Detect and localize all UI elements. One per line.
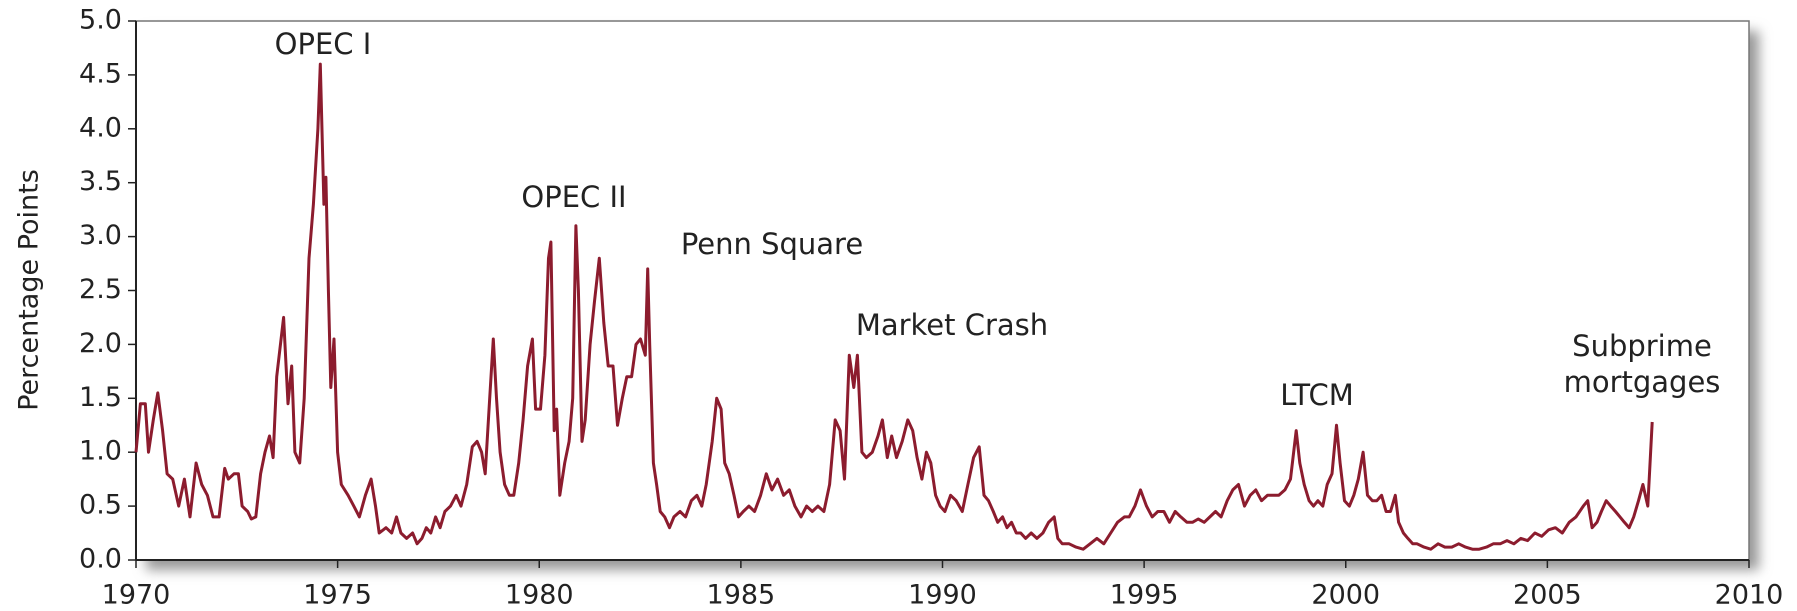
annotation: Market Crash xyxy=(855,308,1049,342)
x-tick-label: 1985 xyxy=(707,580,776,611)
annotation: Subprime mortgages xyxy=(1563,329,1721,399)
y-tick-label: 5.0 xyxy=(79,5,122,36)
y-tick-label: 3.0 xyxy=(79,220,122,251)
y-tick-label: 2.0 xyxy=(79,328,122,359)
y-axis-label: Percentage Points xyxy=(14,169,45,411)
x-tick-label: 2005 xyxy=(1513,580,1582,611)
x-tick-label: 1990 xyxy=(908,580,977,611)
y-tick-label: 2.5 xyxy=(79,274,122,305)
x-tick-label: 2000 xyxy=(1311,580,1380,611)
y-tick-label: 4.0 xyxy=(79,112,122,143)
x-tick-label: 1970 xyxy=(102,580,171,611)
y-tick-label: 1.5 xyxy=(79,382,122,413)
y-tick-label: 0.5 xyxy=(79,490,122,521)
x-tick-label: 2010 xyxy=(1715,580,1784,611)
x-tick-label: 1980 xyxy=(505,580,574,611)
y-tick-label: 3.5 xyxy=(79,166,122,197)
data-line xyxy=(134,62,1654,551)
plot-frame xyxy=(135,20,1750,561)
annotation: OPEC II xyxy=(521,180,627,214)
annotation: Penn Square xyxy=(680,227,864,261)
x-tick-label: 1975 xyxy=(303,580,372,611)
marks: 0.0 0.5 1.0 1.5 2.0 2.5 3.0 3.5 4.0 4.5 5.0 1970 197… xyxy=(79,5,1783,611)
annotation: LTCM xyxy=(1280,378,1354,412)
annotation: OPEC I xyxy=(274,27,372,61)
y-tick-label: 4.5 xyxy=(79,58,122,89)
y-tick-label: 1.0 xyxy=(79,436,122,467)
y-tick-label: 0.0 xyxy=(79,544,122,575)
x-tick-label: 1995 xyxy=(1110,580,1179,611)
